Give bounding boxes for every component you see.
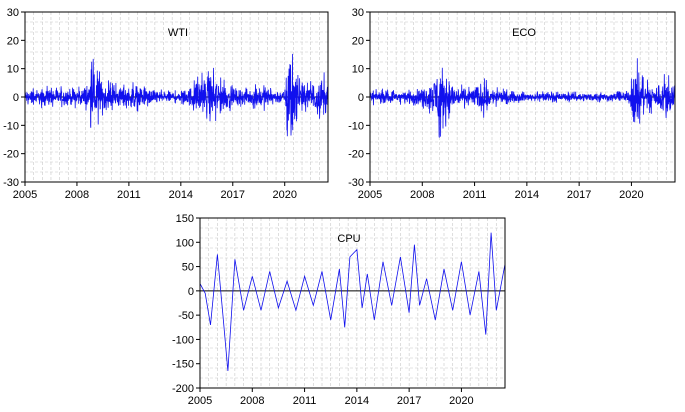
y-tick-label: 0 <box>13 92 19 104</box>
y-tick-label: -10 <box>348 120 364 132</box>
y-tick-label: 100 <box>176 237 194 249</box>
x-tick-label: 2011 <box>117 189 141 201</box>
x-tick-label: 2014 <box>345 395 369 407</box>
x-tick-label: 2011 <box>463 189 487 201</box>
x-tick-label: 2005 <box>358 189 382 201</box>
x-tick-label: 2020 <box>619 189 643 201</box>
x-tick-label: 2014 <box>169 189 193 201</box>
chart-title: ECO <box>512 27 536 39</box>
y-tick-label: 20 <box>352 35 364 47</box>
y-tick-label: -30 <box>348 177 364 189</box>
y-tick-label: 0 <box>188 286 194 298</box>
chart-title: WTI <box>168 27 188 39</box>
x-tick-label: 2008 <box>65 189 89 201</box>
y-tick-label: -50 <box>178 310 194 322</box>
series-line <box>199 232 506 372</box>
x-tick-label: 2020 <box>272 189 296 201</box>
x-tick-label: 2011 <box>293 395 317 407</box>
chart-title: CPU <box>337 233 360 245</box>
y-tick-label: -200 <box>172 383 194 395</box>
y-tick-label: -20 <box>348 149 364 161</box>
y-tick-label: -30 <box>3 177 19 189</box>
x-tick-label: 2017 <box>397 395 421 407</box>
x-tick-label: 2008 <box>240 395 264 407</box>
x-tick-label: 2020 <box>449 395 473 407</box>
y-tick-label: 20 <box>7 35 19 47</box>
y-tick-label: 10 <box>352 64 364 76</box>
x-tick-label: 2017 <box>221 189 245 201</box>
x-tick-label: 2008 <box>410 189 434 201</box>
x-tick-label: 2017 <box>567 189 591 201</box>
x-tick-label: 2014 <box>515 189 539 201</box>
y-tick-label: 10 <box>7 64 19 76</box>
x-tick-label: 2005 <box>188 395 212 407</box>
y-tick-label: -100 <box>172 334 194 346</box>
x-tick-label: 2005 <box>13 189 37 201</box>
y-tick-label: -20 <box>3 149 19 161</box>
y-tick-label: 30 <box>7 7 19 19</box>
y-tick-label: 30 <box>352 7 364 19</box>
grid <box>200 218 505 388</box>
y-tick-label: 0 <box>358 92 364 104</box>
plot-frame <box>199 217 506 389</box>
y-tick-label: 50 <box>182 262 194 274</box>
y-tick-label: 150 <box>176 213 194 225</box>
y-tick-label: -10 <box>3 120 19 132</box>
y-tick-label: -150 <box>172 359 194 371</box>
series-line <box>24 53 329 137</box>
series-line <box>369 58 676 138</box>
